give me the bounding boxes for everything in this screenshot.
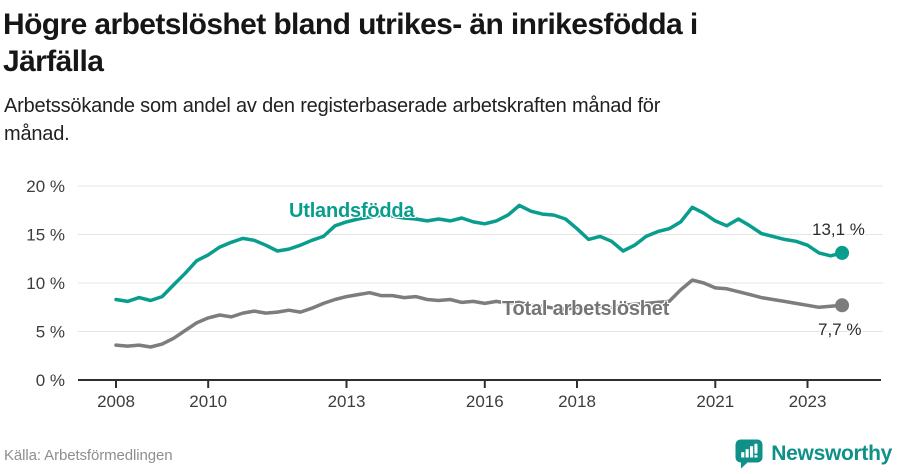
series-label-utlandsfodda: Utlandsfödda <box>289 200 415 222</box>
series-end-dot-0 <box>835 245 850 260</box>
y-tick-label: 0 % <box>36 371 65 390</box>
series-line-1 <box>114 278 844 349</box>
title-line-2: Järfälla <box>3 45 104 78</box>
series-line-0 <box>114 203 844 304</box>
x-tick-label: 2016 <box>466 392 504 411</box>
end-value-label-utlandsfodda: 13,1 % <box>812 220 865 239</box>
x-tick-label: 2018 <box>558 392 596 411</box>
subtitle-line-2: månad. <box>4 123 70 145</box>
source-note: Källa: Arbetsförmedlingen <box>4 447 173 464</box>
page-title: Högre arbetslöshet bland utrikes- än inr… <box>3 6 698 80</box>
series-end-dot-1 <box>835 298 850 313</box>
x-tick-label: 2008 <box>97 392 135 411</box>
y-tick-label: 5 % <box>36 323 65 342</box>
y-tick-label: 20 % <box>26 177 65 196</box>
y-tick-label: 15 % <box>26 226 65 245</box>
y-tick-label: 10 % <box>26 274 65 293</box>
x-tick-label: 2013 <box>328 392 366 411</box>
newsworthy-logo-link[interactable]: Newsworthy <box>735 439 892 469</box>
chart-subtitle: Arbetssökande som andel av den registerb… <box>4 92 660 148</box>
title-line-1: Högre arbetslöshet bland utrikes- än inr… <box>3 8 698 41</box>
newsworthy-bubble-chart-icon <box>735 439 763 469</box>
x-tick-label: 2023 <box>789 392 827 411</box>
series-label-total-arbetsloshet: Total arbetslöshet <box>502 298 670 320</box>
subtitle-line-1: Arbetssökande som andel av den registerb… <box>4 95 661 117</box>
newsworthy-wordmark: Newsworthy <box>771 442 892 465</box>
x-tick-label: 2021 <box>696 392 734 411</box>
end-value-label-total: 7,7 % <box>818 320 862 339</box>
x-tick-label: 2010 <box>189 392 227 411</box>
